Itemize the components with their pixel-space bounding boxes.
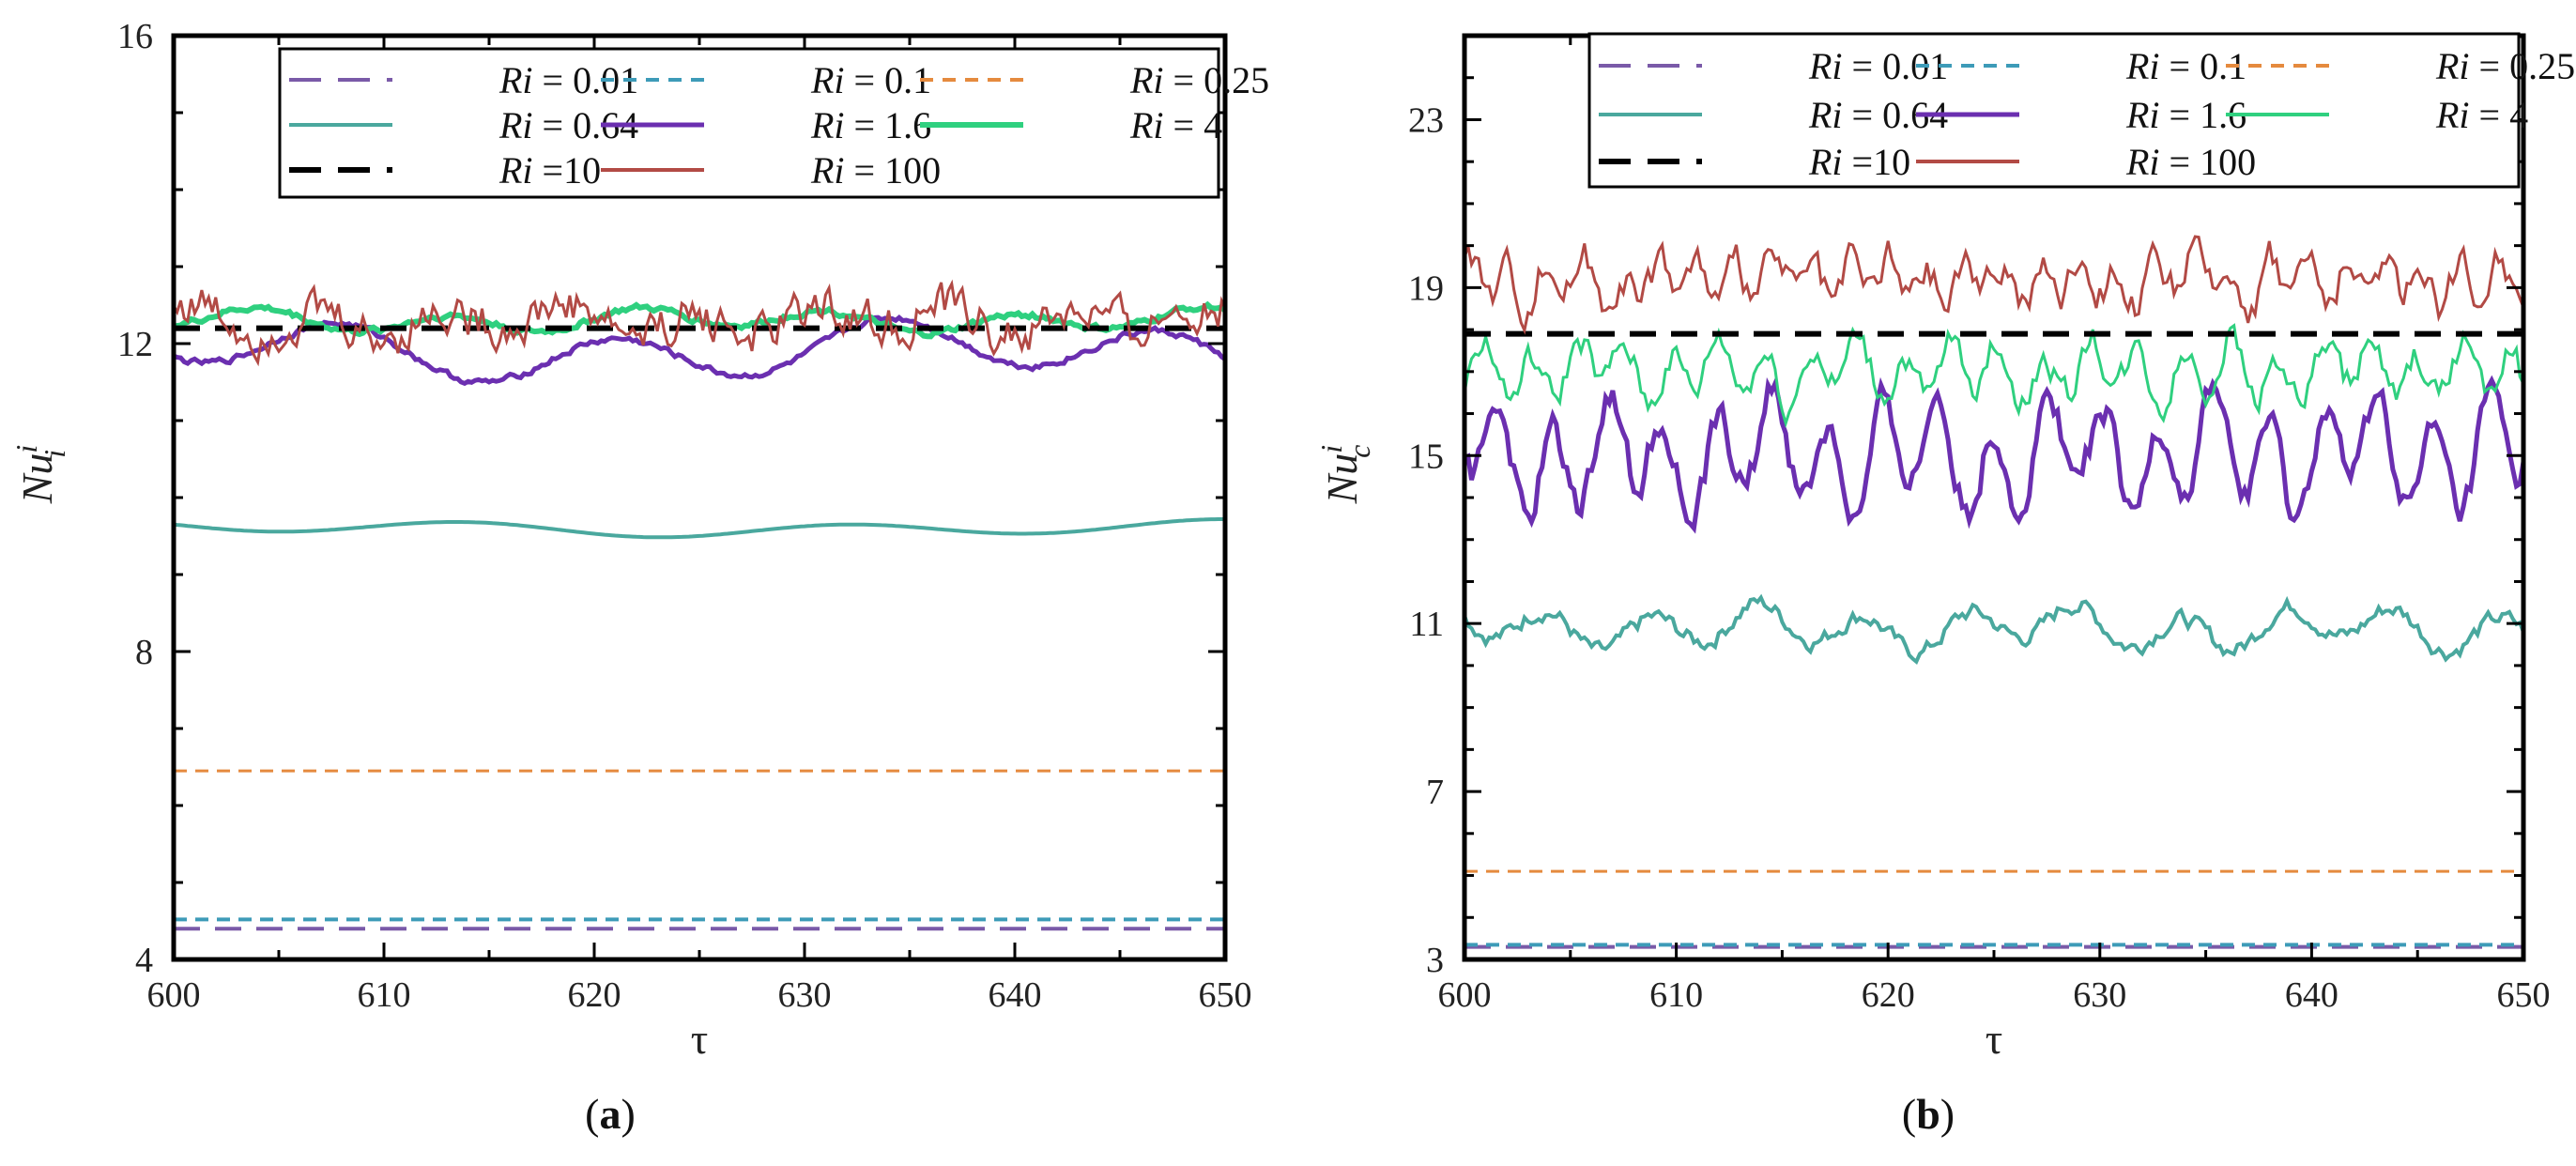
x-tick-label: 610: [1649, 975, 1703, 1015]
y-tick-label: 11: [1409, 605, 1444, 644]
series-group: [174, 279, 1225, 931]
y-tick-label: 8: [135, 633, 153, 672]
x-axis-label: τ: [1986, 1015, 2003, 1063]
series-group: [1464, 235, 2523, 949]
x-axis-label: τ: [691, 1015, 709, 1063]
y-tick-label: 4: [135, 941, 153, 980]
series-line-ri-1-6: [174, 315, 1225, 387]
panel-b: 600 610 620 630 640 650 3 7 11 15 19 23 τ Nuic Ri = 0.…: [1314, 32, 2575, 1138]
legend-label: Ri = 100: [810, 149, 941, 192]
legend: Ri = 0.01 Ri = 0.1 Ri = 0.25 Ri = 0.64 Ri = …: [278, 47, 1269, 199]
x-tick-label: 640: [2285, 975, 2338, 1015]
x-tick-label: 610: [358, 975, 411, 1015]
series-line-ri-1-6: [1464, 375, 2523, 534]
legend-label: Ri = 100: [2125, 141, 2256, 183]
x-tick-label: 620: [568, 975, 621, 1015]
y-axis-label: Nuic: [1314, 445, 1376, 505]
x-tick-label: 630: [778, 975, 832, 1015]
y-tick-label: 3: [1426, 941, 1444, 980]
legend-label: Ri = 0.01: [1808, 45, 1948, 87]
y-tick-label: 16: [117, 17, 153, 56]
series-line-ri-4: [1464, 323, 2523, 429]
y-axis-label: Nuii: [9, 445, 71, 505]
series-line-ri-100: [174, 279, 1225, 367]
series-line-ri-0-64: [174, 517, 1225, 540]
legend-label: Ri = 0.01: [498, 59, 638, 101]
legend-label: Ri = 1.6: [2125, 94, 2246, 136]
series-line-ri-0-64: [1464, 593, 2523, 666]
x-tick-label: 650: [2497, 975, 2551, 1015]
x-tick-label: 650: [1199, 975, 1252, 1015]
panel-caption: (b): [1902, 1090, 1955, 1138]
y-tick-label: 15: [1408, 437, 1444, 476]
legend-box: [1587, 32, 2521, 189]
x-tick-label: 600: [147, 975, 201, 1015]
legend-label: Ri = 0.1: [810, 59, 931, 101]
legend-box: [278, 47, 1220, 199]
x-tick-label: 630: [2073, 975, 2126, 1015]
x-tick-label: 640: [989, 975, 1042, 1015]
y-tick-label: 12: [117, 325, 153, 364]
legend-label: Ri =10: [1808, 141, 1910, 183]
x-tick-label: 600: [1438, 975, 1492, 1015]
legend-label: Ri = 0.64: [498, 104, 638, 146]
legend-label: Ri = 4: [1129, 104, 1222, 146]
y-tick-label: 23: [1408, 100, 1444, 140]
x-tick-label: 620: [1862, 975, 1915, 1015]
y-tick-label: 19: [1408, 268, 1444, 308]
legend-label: Ri = 0.25: [1129, 59, 1269, 101]
y-tick-label: 7: [1426, 773, 1444, 812]
legend-label: Ri = 0.1: [2125, 45, 2246, 87]
series-line-ri-100: [1464, 235, 2523, 335]
legend-label: Ri = 1.6: [810, 104, 931, 146]
legend-label: Ri =10: [498, 149, 601, 192]
panel-caption: (a): [585, 1090, 636, 1138]
legend-label: Ri = 4: [2435, 94, 2528, 136]
legend-label: Ri = 0.25: [2435, 45, 2575, 87]
